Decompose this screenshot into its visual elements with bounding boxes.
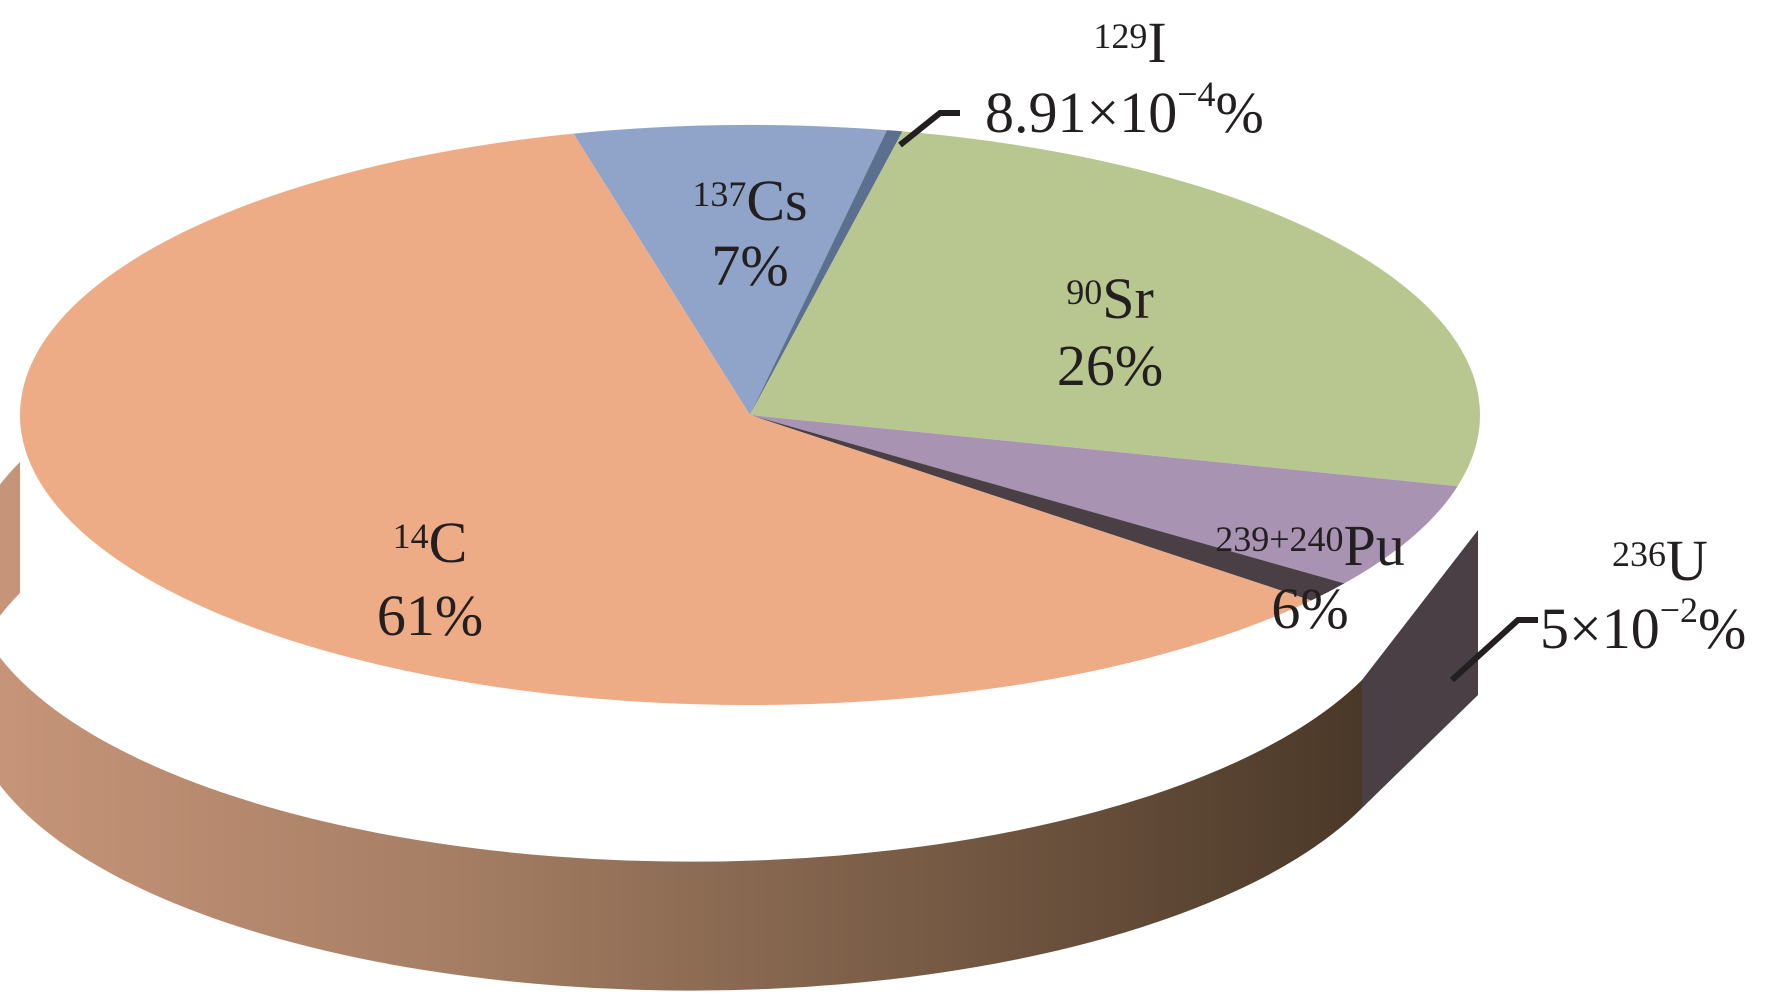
label-137Cs-el: Cs	[746, 168, 807, 233]
label-129I-pct: 8.91×10−4%	[985, 74, 1264, 145]
label-90Sr-pct: 26%	[1057, 333, 1163, 398]
label-137Cs-pct: 7%	[711, 233, 788, 298]
label-129I-exp: −4	[1177, 74, 1215, 114]
pie-slice-236U	[750, 415, 1345, 601]
label-239Pu-name: 239+240Pu	[1215, 513, 1405, 578]
pie-side-236U	[1362, 530, 1478, 808]
pie-slice-239+240Pu	[750, 415, 1458, 584]
label-236U-name: 236U	[1612, 528, 1708, 593]
label-236U-el: U	[1666, 528, 1708, 593]
label-236U-exp: −2	[1660, 590, 1698, 630]
label-236U-mantissa: 5×10	[1540, 596, 1660, 661]
label-236U-pct: 5×10−2%	[1540, 590, 1746, 661]
label-90Sr-el: Sr	[1102, 266, 1154, 331]
label-90Sr-name: 90Sr	[1066, 266, 1154, 331]
label-129I-suffix: %	[1216, 80, 1264, 145]
label-236U-iso: 236	[1612, 534, 1666, 574]
label-14C-name: 14C	[393, 510, 468, 575]
label-90Sr-iso: 90	[1066, 272, 1102, 312]
label-14C-pct: 61%	[377, 583, 483, 648]
label-129I-mantissa: 8.91×10	[985, 80, 1177, 145]
pie-side-14C	[0, 462, 1362, 991]
pie-slice-14C	[19, 133, 1312, 706]
label-129I-iso: 129	[1093, 16, 1147, 56]
label-239Pu-el: Pu	[1344, 513, 1405, 578]
pie-slice-129I	[750, 130, 903, 415]
label-239Pu-pct: 6%	[1271, 576, 1348, 641]
pie-slice-137Cs	[573, 125, 887, 416]
pie-slice-90Sr	[750, 131, 1480, 487]
label-14C-iso: 14	[393, 516, 429, 556]
label-129I-name: 129I	[1093, 10, 1166, 75]
label-137Cs-iso: 137	[692, 174, 746, 214]
label-236U-suffix: %	[1698, 596, 1746, 661]
label-129I-el: I	[1147, 10, 1166, 75]
label-14C-el: C	[429, 510, 468, 575]
label-239Pu-iso: 239+240	[1215, 519, 1343, 559]
leader-line-236U	[1449, 617, 1538, 683]
label-137Cs-name: 137Cs	[692, 168, 807, 233]
leader-line-129I	[898, 110, 960, 148]
